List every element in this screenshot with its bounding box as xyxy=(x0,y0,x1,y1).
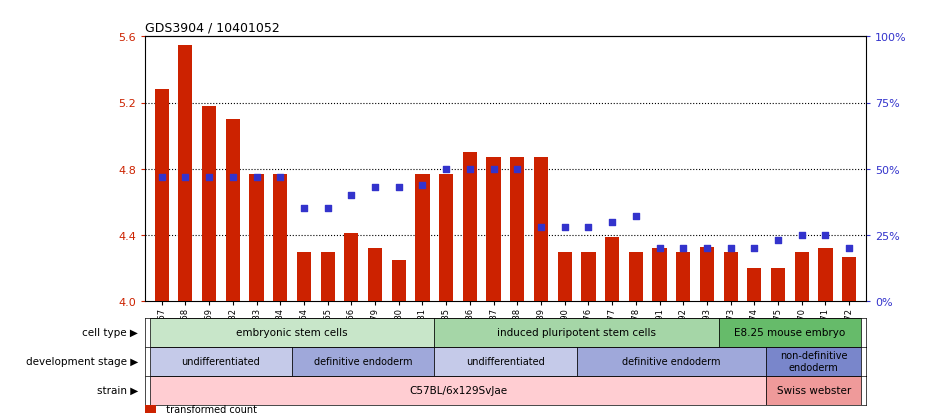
Text: E8.25 mouse embryo: E8.25 mouse embryo xyxy=(735,328,845,337)
Text: definitive endoderm: definitive endoderm xyxy=(622,356,721,366)
Point xyxy=(226,174,241,180)
Bar xyxy=(581,252,595,301)
Bar xyxy=(747,268,762,301)
Bar xyxy=(150,318,434,347)
Bar xyxy=(154,90,168,301)
Bar xyxy=(292,347,434,376)
Bar xyxy=(178,45,193,301)
Point xyxy=(818,232,833,239)
Point xyxy=(462,166,477,173)
Point xyxy=(534,224,548,231)
Bar xyxy=(795,252,809,301)
Point xyxy=(201,174,216,180)
Bar xyxy=(558,252,572,301)
Point xyxy=(841,245,856,252)
Point xyxy=(724,245,739,252)
Bar xyxy=(391,260,406,301)
Point xyxy=(676,245,691,252)
Bar xyxy=(724,252,738,301)
Point xyxy=(605,219,620,225)
Point xyxy=(272,174,287,180)
Point xyxy=(439,166,454,173)
Point xyxy=(747,245,762,252)
Bar xyxy=(629,252,643,301)
Bar xyxy=(510,158,524,301)
Bar xyxy=(202,107,216,301)
Text: undifferentiated: undifferentiated xyxy=(466,356,545,366)
Point xyxy=(795,232,810,239)
Text: development stage ▶: development stage ▶ xyxy=(25,356,138,366)
Point xyxy=(178,174,193,180)
Bar xyxy=(297,252,311,301)
Text: non-definitive
endoderm: non-definitive endoderm xyxy=(780,351,847,372)
Point xyxy=(699,245,714,252)
Point xyxy=(297,206,312,212)
Bar xyxy=(150,347,292,376)
Bar xyxy=(842,257,856,301)
Bar xyxy=(767,347,861,376)
Bar xyxy=(273,174,287,301)
Point xyxy=(652,245,667,252)
Bar xyxy=(577,347,767,376)
Bar xyxy=(368,249,382,301)
Text: GDS3904 / 10401052: GDS3904 / 10401052 xyxy=(145,21,280,35)
Bar xyxy=(462,153,477,301)
Text: transformed count: transformed count xyxy=(160,404,257,413)
Bar xyxy=(700,247,714,301)
Bar xyxy=(320,252,335,301)
Point xyxy=(154,174,169,180)
Point xyxy=(391,185,406,191)
Point xyxy=(249,174,264,180)
Point xyxy=(581,224,596,231)
Bar xyxy=(439,174,453,301)
Bar xyxy=(605,237,620,301)
Point xyxy=(770,237,785,244)
Point xyxy=(628,214,643,220)
Bar xyxy=(652,249,666,301)
Point xyxy=(415,182,430,188)
Point xyxy=(344,192,358,199)
Bar xyxy=(534,158,548,301)
Point xyxy=(510,166,525,173)
Bar xyxy=(767,376,861,405)
Point xyxy=(368,185,383,191)
Point xyxy=(486,166,501,173)
Text: cell type ▶: cell type ▶ xyxy=(82,328,138,337)
Bar xyxy=(226,120,240,301)
Bar xyxy=(344,234,358,301)
Bar xyxy=(249,174,264,301)
Text: strain ▶: strain ▶ xyxy=(96,385,138,395)
Bar xyxy=(434,347,577,376)
Text: definitive endoderm: definitive endoderm xyxy=(314,356,413,366)
Point xyxy=(557,224,572,231)
Text: embryonic stem cells: embryonic stem cells xyxy=(236,328,348,337)
Bar xyxy=(676,252,691,301)
Bar xyxy=(719,318,861,347)
Text: induced pluripotent stem cells: induced pluripotent stem cells xyxy=(497,328,656,337)
Text: Swiss webster: Swiss webster xyxy=(777,385,851,395)
Bar xyxy=(771,268,785,301)
Bar xyxy=(416,174,430,301)
Bar xyxy=(487,158,501,301)
Point xyxy=(320,206,335,212)
Text: C57BL/6x129SvJae: C57BL/6x129SvJae xyxy=(409,385,507,395)
Bar xyxy=(150,376,767,405)
Text: undifferentiated: undifferentiated xyxy=(182,356,260,366)
Bar xyxy=(434,318,719,347)
Bar xyxy=(818,249,833,301)
